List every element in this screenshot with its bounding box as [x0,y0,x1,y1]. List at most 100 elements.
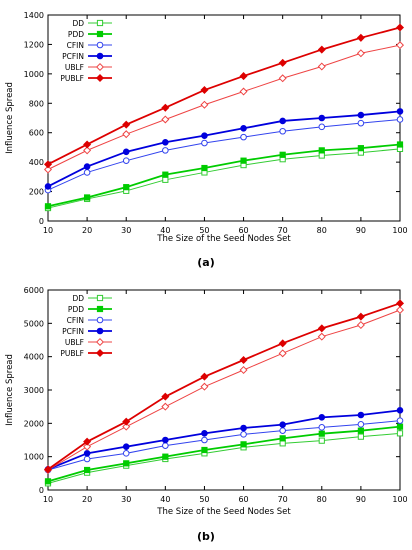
data-point [279,127,286,135]
data-point [279,440,286,447]
x-tick-label: 80 [317,226,327,235]
x-tick-label: 40 [160,495,170,504]
data-point [239,72,248,81]
data-point [122,148,130,156]
data-point [357,119,365,127]
y-tick-label: 0 [39,217,44,226]
y-tick-label: 1400 [24,11,44,20]
data-point [396,108,404,115]
series-pcfin [44,108,404,190]
data-point [318,424,326,431]
data-point [162,442,169,449]
panel-label: (a) [197,256,214,269]
x-tick-label: 80 [317,495,327,504]
series-line [47,26,401,166]
data-point [278,339,287,348]
data-point [396,116,404,123]
x-tick-label: 30 [121,226,131,235]
legend-marker [96,294,104,302]
y-tick-label: 600 [29,129,44,138]
data-point [201,132,208,139]
data-point [395,305,405,315]
data-point [201,436,208,444]
x-tick-label: 60 [238,226,248,235]
data-point [84,194,91,201]
legend-label: CFIN [67,316,84,325]
series-ublf [43,305,405,475]
y-tick-label: 200 [29,188,44,197]
data-point [200,86,209,95]
series-line [47,143,401,208]
data-point [200,382,209,391]
legend-label: PDD [68,305,84,314]
data-point [396,423,404,430]
series-line [47,44,401,170]
x-tick-label: 50 [199,495,209,504]
legend-marker [96,19,104,27]
x-tick-label: 90 [356,495,366,504]
legend-marker [96,52,104,60]
series-line [47,110,401,188]
data-point [44,183,52,190]
data-point [123,184,130,191]
data-point [278,349,287,358]
data-point [122,417,131,426]
data-point [44,203,52,210]
chart-panel-b: 0 1000 2000 3000 4000 5000 6000 10 20 30 40 50 60 70 8… [5,286,408,543]
data-point [84,466,91,474]
series-cfin [44,116,404,194]
data-point [357,421,365,428]
data-point [278,58,287,67]
y-tick-label: 1000 [24,70,44,79]
legend-label: DD [72,294,84,303]
data-point [356,312,365,321]
data-point [161,103,170,112]
y-tick-label: 2000 [24,419,44,428]
data-point [239,355,248,365]
y-tick-label: 6000 [24,286,44,295]
panel-label: (b) [197,530,215,543]
series-pdd [44,141,404,210]
data-point [239,87,248,96]
y-tick-label: 800 [29,99,44,108]
x-tick-label: 20 [82,226,92,235]
data-point [356,49,365,58]
x-tick-label: 90 [356,226,366,235]
x-axis-label: The Size of the Seed Nodes Set [156,234,291,244]
series-dd [44,145,404,212]
data-point [317,324,326,333]
data-point [278,74,287,83]
data-point [162,171,169,178]
data-point [162,453,169,460]
data-point [317,45,326,54]
y-axis-label: Influence Spread [5,354,15,426]
x-tick-label: 40 [160,226,170,235]
series-line [47,309,401,471]
data-point [357,411,365,419]
data-point [161,402,170,411]
y-tick-label: 400 [29,158,44,167]
data-point [240,125,247,132]
x-tick-label: 10 [43,226,53,235]
data-point [201,446,208,454]
x-tick-label: 20 [82,495,92,504]
data-point [240,157,247,164]
series-pdd [44,423,404,485]
data-point [162,147,169,154]
data-point [357,427,364,434]
series-dd [44,430,404,487]
data-point [240,431,247,438]
data-point [395,41,405,50]
y-tick-label: 3000 [24,386,44,395]
legend-label: DD [72,19,84,28]
x-tick-label: 10 [43,495,53,504]
data-point [357,145,364,152]
data-point [83,455,91,463]
data-point [395,299,405,308]
data-point [201,164,208,172]
data-point [122,450,130,457]
y-tick-label: 1200 [24,40,44,49]
data-point [161,115,170,124]
data-point [239,365,248,375]
series-line [47,420,401,471]
